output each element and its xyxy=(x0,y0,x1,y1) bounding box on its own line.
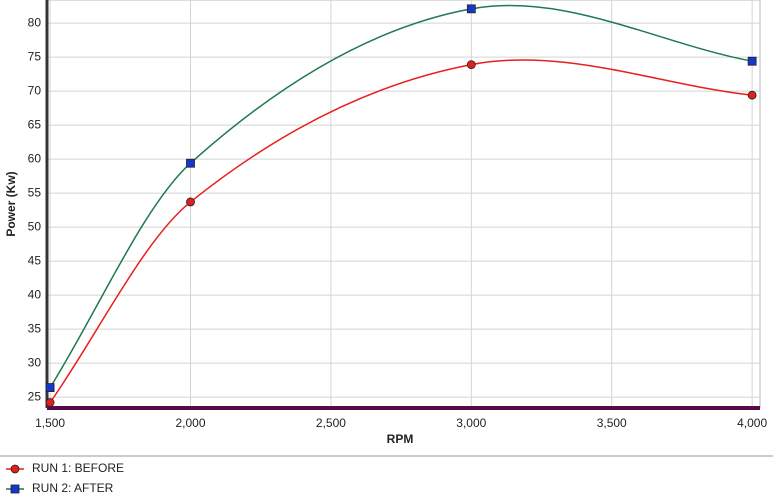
y-tick-label: 30 xyxy=(28,355,42,369)
x-tick-label: 3,000 xyxy=(456,416,486,430)
series-line xyxy=(49,4,753,388)
y-tick-label: 40 xyxy=(28,287,42,301)
y-tick-label: 60 xyxy=(28,151,42,165)
y-tick-label: 45 xyxy=(28,253,42,267)
data-point xyxy=(747,90,757,100)
y-axis-title: Power (Kw) xyxy=(4,171,18,236)
y-tick-label: 70 xyxy=(28,83,42,97)
legend-label: RUN 2: AFTER xyxy=(32,481,114,495)
data-point xyxy=(45,383,55,393)
legend-label: RUN 1: BEFORE xyxy=(32,461,124,475)
x-tick-label: 4,000 xyxy=(737,416,767,430)
y-tick-label: 75 xyxy=(28,49,42,63)
x-tick-label: 2,500 xyxy=(316,416,346,430)
series-line xyxy=(49,59,753,403)
y-tick-label: 50 xyxy=(28,219,42,233)
y-tick-label: 80 xyxy=(28,15,42,29)
y-tick-label: 55 xyxy=(28,185,42,199)
data-point xyxy=(186,158,195,168)
x-axis-title: RPM xyxy=(387,432,414,446)
data-point xyxy=(747,56,757,66)
data-point xyxy=(186,197,195,207)
plot-area xyxy=(46,0,761,409)
y-tick-label: 65 xyxy=(28,117,42,131)
x-tick-label: 3,500 xyxy=(597,416,627,430)
y-tick-label: 35 xyxy=(28,321,42,335)
x-tick-label: 2,000 xyxy=(175,416,205,430)
y-tick-label: 25 xyxy=(28,389,42,403)
legend-marker xyxy=(10,484,20,494)
data-point xyxy=(466,60,476,69)
data-point xyxy=(466,4,476,14)
legend-marker xyxy=(10,464,20,474)
data-point xyxy=(45,398,55,407)
x-tick-label: 1,500 xyxy=(35,416,65,430)
